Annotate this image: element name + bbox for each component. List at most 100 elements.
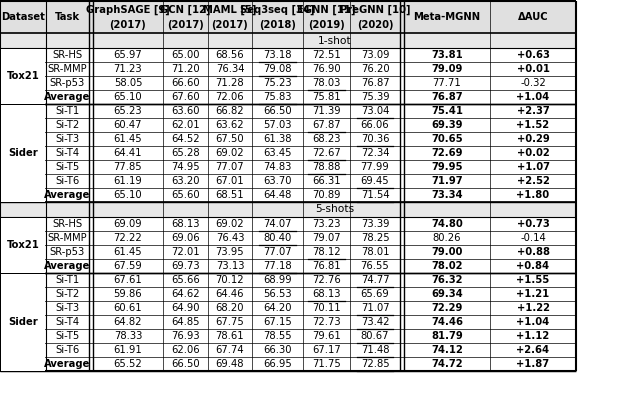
Bar — [0, 202, 576, 217]
Text: 72.34: 72.34 — [361, 148, 389, 158]
Text: 63.60: 63.60 — [172, 106, 200, 116]
Text: +0.88: +0.88 — [516, 247, 550, 257]
Text: 67.59: 67.59 — [114, 261, 142, 271]
Text: 77.85: 77.85 — [114, 162, 142, 172]
Text: 66.31: 66.31 — [312, 176, 341, 186]
Bar — [1, 104, 45, 202]
Text: GCN [12]: GCN [12] — [160, 4, 211, 15]
Text: 79.00: 79.00 — [431, 247, 463, 257]
Text: 78.03: 78.03 — [312, 78, 340, 88]
Text: 1-shot: 1-shot — [317, 35, 351, 46]
Text: +0.29: +0.29 — [516, 134, 549, 144]
Text: MAML [5]: MAML [5] — [204, 4, 257, 15]
Text: 77.99: 77.99 — [360, 162, 389, 172]
Text: 67.75: 67.75 — [216, 317, 244, 327]
Text: 73.39: 73.39 — [361, 219, 389, 229]
Text: 79.07: 79.07 — [312, 233, 341, 243]
Text: 67.15: 67.15 — [263, 317, 292, 327]
Text: +1.87: +1.87 — [516, 359, 550, 369]
Text: Si-T2: Si-T2 — [56, 289, 79, 299]
Text: +2.64: +2.64 — [516, 345, 550, 355]
Text: SR-p53: SR-p53 — [50, 78, 85, 88]
Text: 64.90: 64.90 — [172, 303, 200, 313]
Text: 72.85: 72.85 — [361, 359, 389, 369]
Text: 78.25: 78.25 — [361, 233, 389, 243]
Text: 79.09: 79.09 — [431, 64, 463, 74]
Text: 64.48: 64.48 — [263, 190, 292, 200]
Text: 67.74: 67.74 — [216, 345, 244, 355]
Text: 80.40: 80.40 — [264, 233, 292, 243]
Text: 75.41: 75.41 — [431, 106, 463, 116]
Text: 67.61: 67.61 — [114, 275, 142, 285]
Text: 71.54: 71.54 — [361, 190, 389, 200]
Text: 64.52: 64.52 — [171, 134, 200, 144]
Text: (2017): (2017) — [212, 20, 248, 30]
Text: 68.13: 68.13 — [312, 289, 340, 299]
Text: 64.41: 64.41 — [114, 148, 142, 158]
Text: 60.61: 60.61 — [114, 303, 142, 313]
Text: SR-HS: SR-HS — [52, 50, 83, 60]
Text: 62.06: 62.06 — [171, 345, 200, 355]
Text: Si-T3: Si-T3 — [56, 134, 79, 144]
Text: 64.82: 64.82 — [114, 317, 142, 327]
Bar — [0, 33, 576, 48]
Text: 60.47: 60.47 — [114, 120, 142, 130]
Text: (2019): (2019) — [308, 20, 345, 30]
Text: 64.20: 64.20 — [263, 303, 292, 313]
Text: 66.50: 66.50 — [263, 106, 292, 116]
Text: 69.48: 69.48 — [216, 359, 244, 369]
Text: 63.45: 63.45 — [263, 148, 292, 158]
Text: 69.09: 69.09 — [114, 219, 142, 229]
Text: Si-T1: Si-T1 — [56, 275, 79, 285]
Text: +2.52: +2.52 — [516, 176, 549, 186]
Text: 66.60: 66.60 — [171, 78, 200, 88]
Text: 71.28: 71.28 — [216, 78, 244, 88]
Text: +0.01: +0.01 — [516, 64, 550, 74]
Text: 66.30: 66.30 — [263, 345, 292, 355]
Text: 71.20: 71.20 — [171, 64, 200, 74]
Text: Si-T3: Si-T3 — [56, 303, 79, 313]
Text: 68.23: 68.23 — [312, 134, 340, 144]
Text: 77.07: 77.07 — [263, 247, 292, 257]
Text: 78.55: 78.55 — [263, 331, 292, 341]
Text: 74.46: 74.46 — [431, 317, 463, 327]
Text: 69.02: 69.02 — [216, 148, 244, 158]
Text: 67.17: 67.17 — [312, 345, 341, 355]
Text: 74.95: 74.95 — [171, 162, 200, 172]
Text: 72.76: 72.76 — [312, 275, 341, 285]
Text: 69.06: 69.06 — [171, 233, 200, 243]
Text: 69.73: 69.73 — [171, 261, 200, 271]
Text: 69.39: 69.39 — [431, 120, 463, 130]
Text: 72.06: 72.06 — [216, 92, 244, 102]
Text: 76.20: 76.20 — [361, 64, 389, 74]
Text: 72.29: 72.29 — [431, 303, 463, 313]
Text: Average: Average — [44, 261, 91, 271]
Text: 77.71: 77.71 — [433, 78, 461, 88]
Text: 61.45: 61.45 — [114, 247, 142, 257]
Text: Si-T2: Si-T2 — [56, 120, 79, 130]
Text: 66.50: 66.50 — [171, 359, 200, 369]
Text: 65.23: 65.23 — [114, 106, 142, 116]
Text: +1.55: +1.55 — [516, 275, 550, 285]
Text: 72.73: 72.73 — [312, 317, 341, 327]
Text: Si-T6: Si-T6 — [56, 345, 79, 355]
Text: (2018): (2018) — [259, 20, 296, 30]
Text: 67.50: 67.50 — [216, 134, 244, 144]
Bar — [1, 49, 45, 104]
Text: 63.62: 63.62 — [216, 120, 244, 130]
Text: 67.87: 67.87 — [312, 120, 341, 130]
Text: 73.13: 73.13 — [216, 261, 244, 271]
Text: 66.06: 66.06 — [361, 120, 389, 130]
Text: 73.23: 73.23 — [312, 219, 340, 229]
Text: 78.02: 78.02 — [431, 261, 463, 271]
Text: 72.51: 72.51 — [312, 50, 341, 60]
Text: SR-MMP: SR-MMP — [48, 64, 87, 74]
Text: (2017): (2017) — [167, 20, 204, 30]
Text: 68.56: 68.56 — [216, 50, 244, 60]
Text: 73.04: 73.04 — [361, 106, 389, 116]
Text: 62.01: 62.01 — [171, 120, 200, 130]
Text: Si-T6: Si-T6 — [56, 176, 79, 186]
Text: 63.20: 63.20 — [172, 176, 200, 186]
Text: +1.52: +1.52 — [516, 120, 550, 130]
Text: SR-MMP: SR-MMP — [48, 233, 87, 243]
